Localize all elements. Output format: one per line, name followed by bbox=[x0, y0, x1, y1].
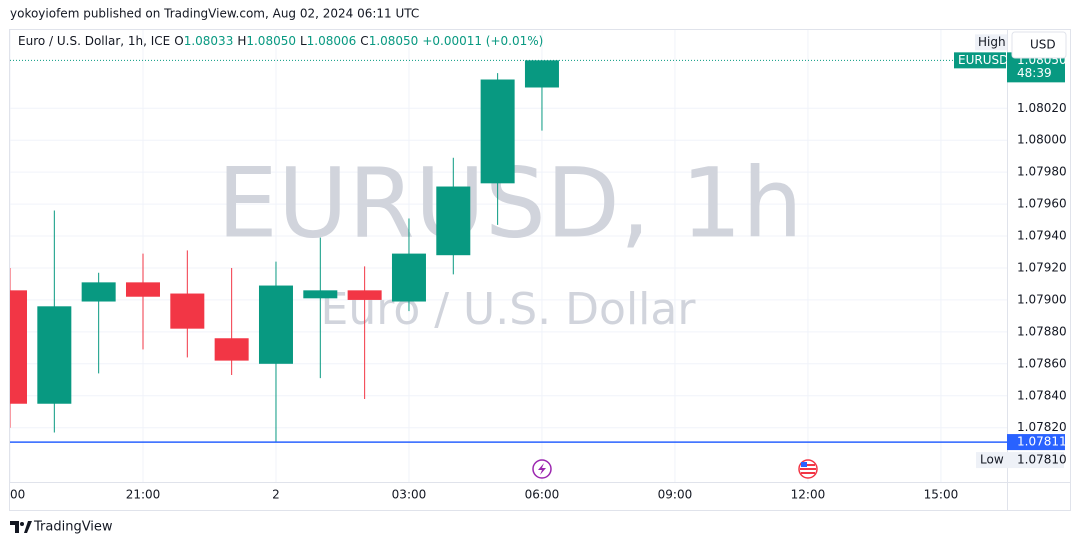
y-tick-label: 1.07840 bbox=[1017, 388, 1067, 402]
brand: TradingView bbox=[33, 520, 113, 535]
currency: USD bbox=[1030, 38, 1056, 52]
event-icon[interactable] bbox=[532, 459, 552, 479]
candle-body bbox=[10, 290, 27, 404]
y-tick-label: 1.07900 bbox=[1017, 292, 1067, 306]
publisher-note: yokoyiofem published on TradingView.com,… bbox=[10, 7, 419, 21]
legend-key: O bbox=[174, 34, 183, 48]
y-tick-label: 1.07940 bbox=[1017, 229, 1067, 243]
legend-value: 1.08050 bbox=[246, 34, 296, 48]
x-tick-label: 15:00 bbox=[924, 488, 959, 502]
price-line-label: 1.07811 bbox=[1017, 435, 1067, 449]
legend-value: 1.08050 bbox=[369, 34, 419, 48]
low-tag bbox=[976, 452, 1064, 469]
candle-body bbox=[391, 253, 426, 302]
economic-event-icon[interactable] bbox=[798, 459, 818, 479]
y-tick-label: 1.07920 bbox=[1017, 260, 1067, 274]
y-tick-label: 1.08020 bbox=[1017, 101, 1067, 115]
y-tick-label: 1.07880 bbox=[1017, 324, 1067, 338]
low-value: 1.07810 bbox=[1017, 453, 1067, 467]
chart-frame bbox=[9, 29, 1071, 511]
x-tick-label: 00 bbox=[10, 488, 25, 502]
countdown: 48:39 bbox=[1017, 66, 1052, 80]
x-tick-label: 12:00 bbox=[791, 488, 826, 502]
price-line-tag bbox=[1007, 434, 1065, 451]
x-tick-label: 03:00 bbox=[392, 488, 427, 502]
legend-value: 1.08033 bbox=[184, 34, 234, 48]
symbol-label: EURUSD bbox=[958, 53, 1008, 67]
candle-body bbox=[347, 290, 382, 300]
legend-change: +0.00011 (+0.01%) bbox=[422, 34, 543, 48]
tradingview-logo bbox=[10, 521, 32, 533]
candle-body bbox=[258, 285, 293, 364]
currency-button[interactable] bbox=[1011, 31, 1067, 59]
candle-body bbox=[81, 282, 116, 302]
candle-body bbox=[37, 306, 72, 404]
x-tick-label: 09:00 bbox=[658, 488, 693, 502]
candles bbox=[10, 60, 559, 443]
y-tick-label: 1.07960 bbox=[1017, 197, 1067, 211]
x-tick-label: 21:00 bbox=[126, 488, 161, 502]
y-tick-label: 1.07980 bbox=[1017, 165, 1067, 179]
candle-body bbox=[170, 293, 205, 329]
low-marker: Low bbox=[980, 453, 1004, 467]
overlay: 1.07811 Low 1.07810 High EURUSD 1.08050 48:39 bbox=[10, 34, 1067, 469]
high-marker: High bbox=[978, 35, 1006, 49]
candle-body bbox=[125, 282, 160, 297]
legend: Euro / U.S. Dollar, 1h, ICE O1.08033 H1.08… bbox=[18, 34, 543, 48]
legend-value: 1.08006 bbox=[307, 34, 357, 48]
x-tick-label: 2 bbox=[272, 488, 280, 502]
watermark-name: Euro / U.S. Dollar bbox=[321, 284, 697, 335]
symbol-tag bbox=[954, 52, 1006, 69]
x-tick-label: 06:00 bbox=[525, 488, 560, 502]
candle-body bbox=[436, 186, 471, 256]
y-tick-label: 1.07820 bbox=[1017, 420, 1067, 434]
y-tick-label: 1.08000 bbox=[1017, 133, 1067, 147]
high-tag bbox=[975, 34, 1007, 51]
candle-body bbox=[524, 60, 559, 88]
y-tick-label: 1.07860 bbox=[1017, 356, 1067, 370]
legend-key: C bbox=[360, 34, 368, 48]
legend-key: L bbox=[300, 34, 307, 48]
candle-body bbox=[480, 79, 515, 184]
candle-body bbox=[303, 290, 338, 299]
candle-body bbox=[214, 338, 249, 361]
legend-key: H bbox=[237, 34, 246, 48]
legend-title: Euro / U.S. Dollar, 1h, ICE bbox=[18, 34, 170, 48]
